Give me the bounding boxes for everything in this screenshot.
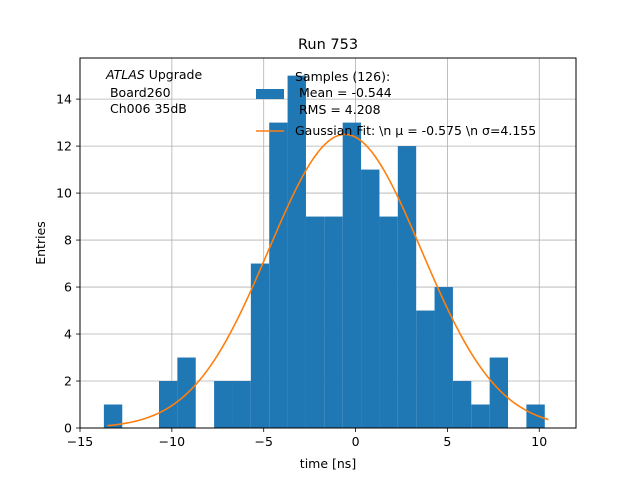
histogram-bar-8 (305, 216, 325, 428)
x-axis-label: time [ns] (300, 456, 356, 471)
y-tick-label-6: 12 (56, 139, 72, 154)
plot-frame (79, 57, 577, 429)
y-tick-label-5: 10 (56, 186, 72, 201)
histogram-bar-19 (526, 404, 545, 428)
atlas-upgrade-word: Upgrade (145, 67, 203, 82)
y-tick-label-0: 0 (64, 421, 72, 436)
legend-hist-label-line-2: Mean = -0.544 (295, 85, 392, 100)
legend: Samples (126): Mean = -0.544 RMS = 4.208… (256, 69, 536, 138)
x-tick-label-0: −15 (67, 434, 93, 449)
legend-hist-label-line-3: RMS = 4.208 (295, 102, 381, 117)
legend-hist-label-line-1: Samples (126): (295, 69, 390, 84)
histogram-bar-5 (250, 263, 270, 428)
x-axis-ticks: −15 −10 −5 0 5 10 (67, 428, 547, 449)
atlas-annotation-line-3: Ch006 35dB (106, 101, 187, 116)
atlas-italic-word: ATLAS (105, 67, 145, 82)
x-tick-label-2: −5 (254, 434, 272, 449)
y-tick-label-3: 6 (64, 280, 72, 295)
x-tick-label-4: 5 (443, 434, 451, 449)
legend-fit-label: Gaussian Fit: \n μ = -0.575 \n σ=4.155 (295, 123, 536, 138)
histogram-bar-12 (379, 216, 398, 428)
y-tick-label-2: 4 (64, 327, 72, 342)
legend-hist-swatch (256, 89, 284, 99)
y-tick-label-1: 2 (64, 374, 72, 389)
histogram-bar-18 (489, 357, 509, 428)
histogram-bar-2 (177, 357, 196, 428)
atlas-annotation-line-2: Board260 (106, 85, 171, 100)
x-tick-label-5: 10 (531, 434, 547, 449)
histogram-bar-10 (342, 122, 362, 428)
histogram-bar-15 (434, 287, 453, 428)
atlas-annotation-line-1: ATLAS Upgrade (105, 67, 202, 82)
histogram-bar-1 (158, 381, 178, 428)
histogram-bar-9 (324, 216, 343, 428)
x-tick-label-3: 0 (352, 434, 360, 449)
y-tick-label-4: 8 (64, 233, 72, 248)
histogram-bar-14 (416, 310, 435, 428)
y-axis-ticks: 0 2 4 6 8 10 12 14 (56, 92, 80, 436)
atlas-annotation: ATLAS Upgrade Board260 Ch006 35dB (105, 67, 202, 116)
histogram-bar-3 (214, 381, 233, 428)
histogram-bar-11 (361, 169, 380, 429)
histogram-bar-16 (452, 381, 472, 428)
gaussian-fit-curve (107, 133, 549, 427)
histogram-bar-17 (471, 404, 490, 428)
histogram-bar-6 (269, 122, 288, 428)
histogram-bar-4 (232, 381, 251, 428)
chart-title: Run 753 (298, 37, 358, 53)
y-axis-label: Entries (33, 221, 48, 265)
histogram-bar-13 (397, 146, 417, 428)
histogram-bar-0 (103, 404, 123, 428)
histogram-bars (103, 75, 545, 429)
y-tick-label-7: 14 (56, 92, 72, 107)
x-tick-label-1: −10 (159, 434, 185, 449)
histogram-bar-7 (287, 75, 306, 428)
grid-lines (79, 58, 576, 429)
